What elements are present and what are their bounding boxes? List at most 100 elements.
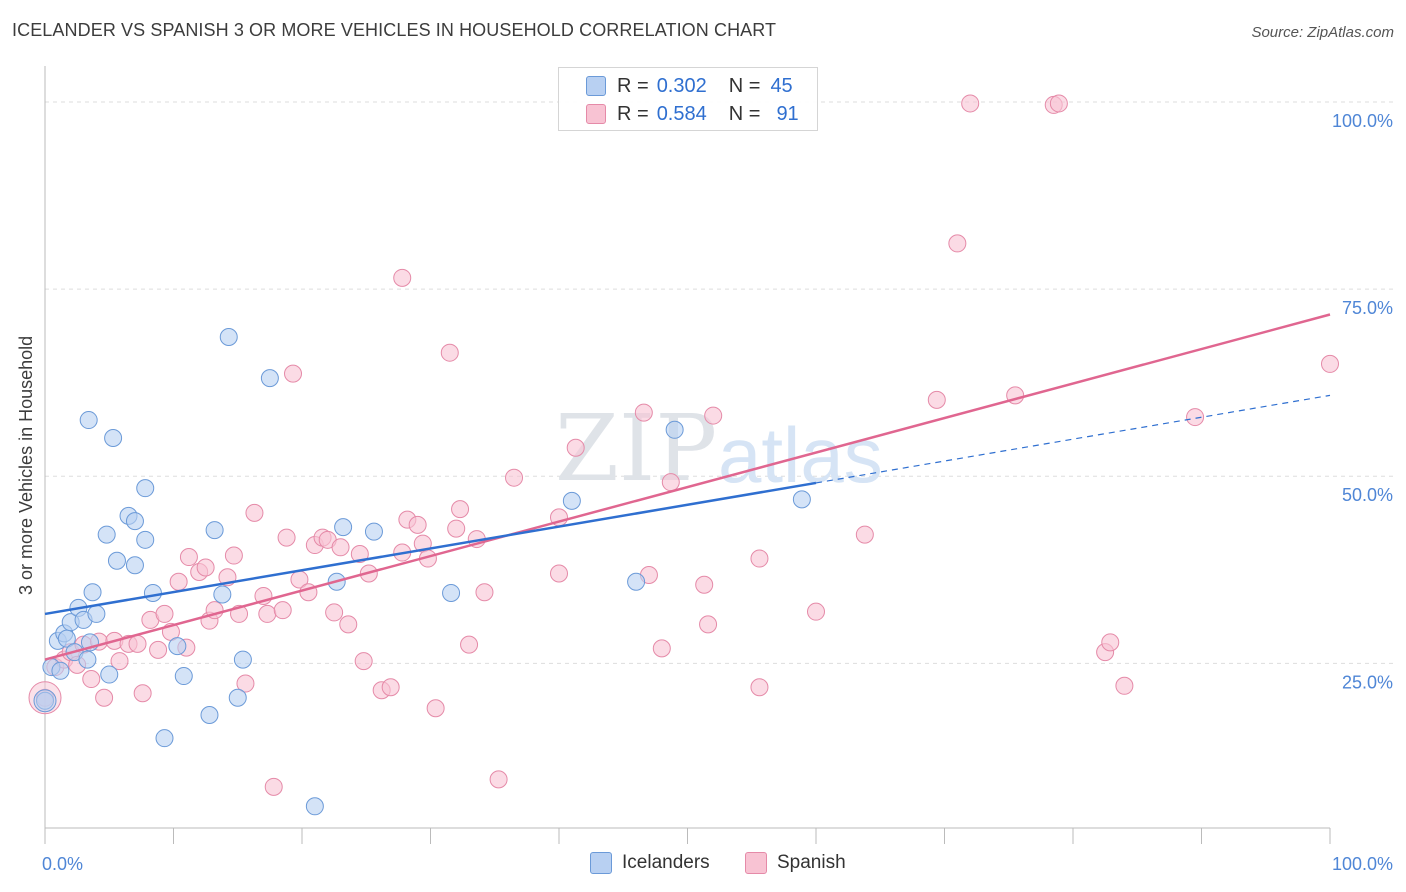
spanish-point [331,538,350,557]
y-tick-label: 50.0% [1342,485,1393,505]
spanish-point [750,549,769,568]
legend-r-label: R = [617,74,649,97]
x-tick-label: 100.0% [1332,854,1393,874]
spanish-point [634,403,653,422]
spanish-point [652,639,671,658]
spanish-point [354,652,373,671]
trend-lines [44,313,1331,661]
y-tick-label: 75.0% [1342,298,1393,318]
legend-n-label: N = [728,74,761,97]
icelanders-point [334,518,353,537]
spanish-point [661,473,680,492]
spanish-point [393,268,412,287]
spanish-point [82,670,101,689]
legend-swatch-icelanders [586,76,606,96]
series-icelanders-points [33,327,811,816]
spanish-point [381,678,400,697]
icelanders-point [79,411,98,430]
spanish-point [566,438,585,457]
icelanders-point [260,369,279,388]
bottom-legend-swatch-spanish [745,852,767,874]
legend-swatch-spanish [586,104,606,124]
spanish-point [155,604,174,623]
spanish-point [325,603,344,622]
spanish-point [807,602,825,621]
icelanders-point [107,551,126,570]
spanish-point [451,500,470,519]
icelanders-point [205,521,224,540]
icelanders-point [125,556,144,575]
spanish-point [149,640,168,659]
icelanders-trend-line [44,481,817,616]
spanish-point [350,545,369,564]
icelanders-point [627,572,646,591]
spanish-point [460,635,479,654]
spanish-point [948,234,967,253]
spanish-point [426,699,445,718]
icelanders-point [143,583,162,602]
spanish-point [273,601,292,620]
bottom-legend-label: Spanish [777,852,846,873]
legend: R = 0.302 N = 45 R = 0.584 N = 91 [558,67,818,131]
spanish-point [339,615,358,634]
spanish-point [695,575,714,594]
spanish-point [236,674,255,693]
spanish-point [750,678,769,697]
spanish-point [961,94,980,113]
icelanders-point [155,729,174,748]
spanish-point [1115,676,1134,695]
spanish-point [699,615,718,634]
spanish-point [505,468,524,487]
legend-n-label: N = [728,102,761,125]
spanish-point [245,503,264,522]
icelanders-point [136,479,155,498]
spanish-point [408,515,427,534]
spanish-point [95,688,114,707]
icelanders-point [213,585,232,604]
spanish-point [258,604,277,623]
spanish-point [550,564,568,583]
spanish-point [264,777,283,796]
spanish-point [1049,94,1068,113]
bottom-legend-label: Icelanders [622,852,710,873]
icelanders-point [442,583,461,602]
bottom-legend-spanish: Spanish [745,852,846,874]
x-tick-labels: 0.0% 100.0% [42,854,1393,874]
icelanders-point [87,604,106,623]
spanish-point [1186,408,1205,427]
icelanders-point-large [33,689,57,713]
spanish-point [169,572,188,591]
icelanders-point [168,637,187,656]
spanish-point [196,558,215,577]
spanish-point [277,528,296,547]
spanish-point [704,406,723,425]
spanish-point [489,770,508,789]
spanish-point [128,634,147,653]
icelanders-point [97,525,116,544]
source-label: Source: ZipAtlas.com [1251,24,1394,41]
icelanders-point [136,530,155,549]
spanish-point [224,546,243,565]
y-tick-label: 25.0% [1342,672,1393,692]
icelanders-point [83,583,102,602]
spanish-point [475,583,494,602]
icelanders-point [100,665,119,684]
icelanders-point [174,667,193,686]
legend-r-label: R = [617,102,649,125]
x-tick-label: 0.0% [42,854,83,874]
bottom-legend-swatch-icelanders [590,852,612,874]
bottom-legend-icelanders: Icelanders [590,852,710,874]
spanish-point [110,652,129,671]
spanish-trend-line [44,313,1331,661]
legend-r-value: 0.584 [656,102,707,125]
legend-n-value: 45 [770,74,793,97]
icelanders-trend-extension [815,394,1331,484]
chart-title: ICELANDER VS SPANISH 3 OR MORE VEHICLES … [12,20,777,40]
icelanders-point [364,522,383,541]
y-tick-labels: 25.0% 50.0% 75.0% 100.0% [1332,111,1393,692]
y-tick-label: 100.0% [1332,111,1393,131]
icelanders-point [233,650,252,669]
icelanders-point [665,420,684,439]
icelanders-point [228,688,247,707]
